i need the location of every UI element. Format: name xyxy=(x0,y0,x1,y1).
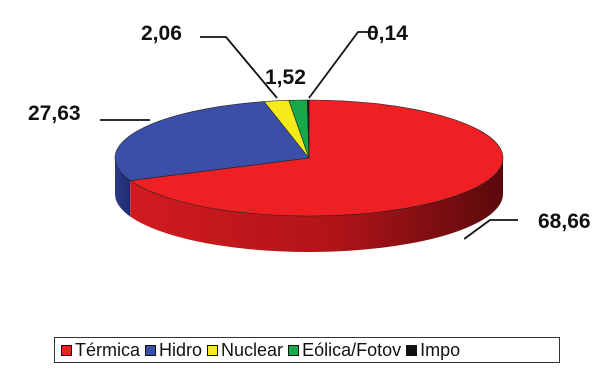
legend-label-termica: Térmica xyxy=(75,339,141,360)
legend-swatch-hidro xyxy=(145,344,157,356)
slice-termica xyxy=(129,99,504,217)
legend: Térmica Hidro Nuclear Eólica/Fotov Impo xyxy=(54,337,560,363)
slice-hidro xyxy=(114,101,310,181)
legend-swatch-eolica xyxy=(288,344,300,356)
legend-swatch-impo xyxy=(406,344,418,356)
legend-item-nuclear: Nuclear xyxy=(207,340,283,361)
data-label-hidro: 27,63 xyxy=(28,102,81,125)
slice-impo xyxy=(306,99,310,159)
slice-side-termica xyxy=(130,158,503,252)
slice-side-hidro xyxy=(115,158,131,217)
leader-line-impo xyxy=(308,31,378,99)
legend-swatch-termica xyxy=(61,344,72,356)
data-label-termica: 68,66 xyxy=(538,210,591,233)
legend-item-hidro: Hidro xyxy=(145,340,202,361)
legend-swatch-nuclear xyxy=(207,344,219,356)
legend-label-impo: Impo xyxy=(420,339,461,360)
data-label-eolica: 1,52 xyxy=(265,66,306,89)
legend-item-eolica: Eólica/Fotov xyxy=(288,340,401,361)
legend-item-impo: Impo xyxy=(406,340,460,361)
data-label-nuclear: 2,06 xyxy=(141,22,182,45)
legend-item-termica: Térmica xyxy=(61,340,140,361)
leader-line-nuclear xyxy=(200,36,278,99)
legend-label-eolica: Eólica/Fotov xyxy=(302,339,402,360)
data-label-impo: 0,14 xyxy=(367,22,408,45)
legend-label-hidro: Hidro xyxy=(159,339,203,360)
legend-label-nuclear: Nuclear xyxy=(221,339,284,360)
leader-line-termica xyxy=(463,219,518,240)
